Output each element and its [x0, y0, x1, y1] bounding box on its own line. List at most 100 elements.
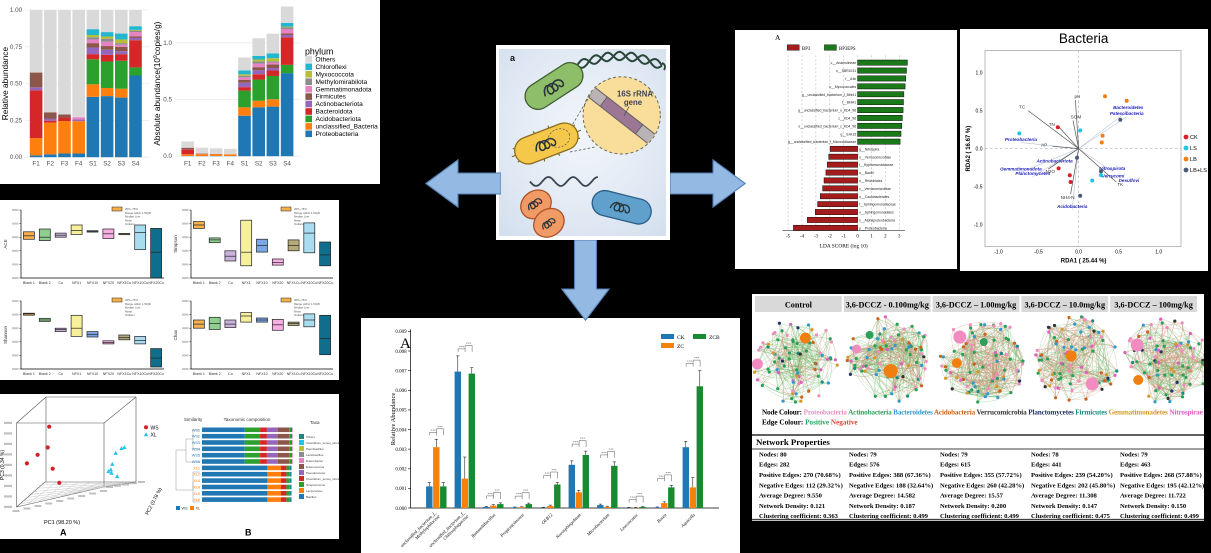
svg-text:Nodes: 78: Nodes: 78: [1031, 451, 1059, 458]
svg-text:phylum: phylum: [305, 47, 333, 57]
svg-text:Negative Edges: 202 (45.80%): Negative Edges: 202 (45.80%): [1031, 482, 1115, 489]
svg-text:Lactobacillus: Lactobacillus: [306, 453, 324, 457]
svg-text:Range within 1.5IQR: Range within 1.5IQR: [125, 302, 151, 306]
svg-text:3,6-DCCZ – 10.0mg/kg: 3,6-DCCZ – 10.0mg/kg: [1025, 301, 1106, 310]
svg-text:0.50: 0.50: [10, 81, 23, 88]
svg-text:Mean: Mean: [294, 218, 301, 222]
svg-text:NFX10Cu: NFX10Cu: [132, 372, 148, 376]
svg-text:Blank 2: Blank 2: [39, 281, 51, 285]
svg-text:Methylomirabilota: Methylomirabilota: [316, 79, 368, 86]
svg-text:S4: S4: [283, 161, 291, 168]
svg-text:Outliers: Outliers: [294, 313, 304, 317]
svg-text:Average Degree: 11.308: Average Degree: 11.308: [1031, 493, 1098, 500]
svg-text:Control: Control: [785, 301, 813, 310]
svg-text:Blank 2: Blank 2: [209, 281, 221, 285]
svg-text:pH: pH: [1074, 94, 1080, 99]
svg-text:-4: -4: [800, 235, 805, 240]
svg-text:c__KD4_96: c__KD4_96: [838, 117, 856, 121]
svg-text:1.0: 1.0: [976, 70, 983, 76]
svg-text:Network Density: 0.121: Network Density: 0.121: [759, 503, 825, 510]
svg-text:Absolute abundance(109copies/g: Absolute abundance(109copies/g): [152, 21, 162, 145]
svg-text:Firmicutes: Firmicutes: [316, 94, 347, 101]
svg-text:Shannon: Shannon: [3, 326, 8, 345]
svg-text:Network Properties: Network Properties: [756, 437, 830, 447]
svg-text:Bacillus: Bacillus: [306, 495, 317, 499]
svg-text:XL: XL: [196, 507, 201, 511]
svg-text:A: A: [60, 528, 67, 538]
svg-text:Relative Abundance: Relative Abundance: [390, 393, 397, 446]
svg-text:Enterococcus: Enterococcus: [306, 465, 325, 469]
svg-text:F4: F4: [75, 161, 83, 168]
svg-text:ZCB: ZCB: [709, 335, 720, 341]
svg-text:0.0: 0.0: [1075, 250, 1082, 256]
svg-text:***: ***: [544, 472, 550, 476]
svg-text:Average Degree: 9.550: Average Degree: 9.550: [759, 493, 823, 500]
svg-text:Actinobacteriota: Actinobacteriota: [1035, 158, 1073, 163]
svg-text:LDA SCORE (log 10): LDA SCORE (log 10): [820, 243, 868, 250]
svg-text:-0.5: -0.5: [974, 184, 983, 190]
svg-text:Clostridium_sensu_stricto_7: Clostridium_sensu_stricto_7: [306, 441, 339, 445]
svg-text:F2: F2: [198, 161, 206, 168]
svg-text:***: ***: [487, 492, 493, 496]
svg-text:f__Sphingomonadaceae: f__Sphingomonadaceae: [859, 203, 896, 207]
svg-text:NFX1Cu: NFX1Cu: [287, 372, 301, 376]
svg-text:Clustering coefficient: 0.475: Clustering coefficient: 0.475: [1031, 513, 1111, 520]
svg-text:NFX20Cu: NFX20Cu: [317, 281, 333, 285]
svg-text:Bacteroidota: Bacteroidota: [316, 109, 353, 116]
svg-text:0.007: 0.007: [395, 369, 407, 374]
svg-text:LB+LS: LB+LS: [1190, 168, 1207, 174]
svg-text:Clustering coefficient: 0.363: Clustering coefficient: 0.363: [759, 513, 839, 520]
svg-text:Relative abundance: Relative abundance: [0, 47, 10, 121]
svg-text:XL3: XL3: [193, 479, 200, 483]
svg-text:Network Density: 0.150: Network Density: 0.150: [1120, 503, 1187, 510]
svg-text:CK: CK: [677, 335, 685, 341]
svg-text:Edge Colour: Positive Negative: Edge Colour: Positive Negative: [762, 419, 858, 427]
svg-text:3,6-DCCZ – 100mg/kg: 3,6-DCCZ – 100mg/kg: [1114, 301, 1193, 310]
svg-text:o__Verrucomicrobiae: o__Verrucomicrobiae: [859, 155, 891, 159]
svg-text:WS3: WS3: [192, 441, 200, 445]
svg-text:Mean: Mean: [294, 309, 301, 313]
svg-text:***: ***: [637, 492, 643, 496]
svg-text:RDA2 ( 16.67 %): RDA2 ( 16.67 %): [966, 126, 972, 172]
svg-text:0.5: 0.5: [1115, 250, 1122, 256]
svg-text:Bacteria: Bacteria: [1059, 31, 1109, 46]
svg-text:Clustering coefficient: 0.499: Clustering coefficient: 0.499: [940, 513, 1020, 520]
svg-text:NFX10Cu: NFX10Cu: [301, 372, 317, 376]
svg-text:Verrucomi: Verrucomi: [1102, 174, 1125, 179]
svg-text:-5: -5: [786, 235, 791, 240]
svg-text:Pseudomonas: Pseudomonas: [306, 471, 326, 475]
svg-text:f__Blrii41: f__Blrii41: [842, 101, 856, 105]
svg-text:NFX20: NFX20: [103, 281, 114, 285]
svg-text:o__SBR1031: o__SBR1031: [836, 69, 856, 73]
svg-text:AP: AP: [1041, 142, 1047, 147]
svg-text:S2: S2: [255, 161, 263, 168]
svg-text:PC3 (0.34 %): PC3 (0.34 %): [0, 450, 6, 480]
svg-text:g__unclassified_bacterium_f_Mi: g__unclassified_bacterium_f_Microscillac…: [788, 140, 856, 144]
svg-text:Edges: 576: Edges: 576: [849, 462, 880, 469]
svg-text:25%~75%: 25%~75%: [294, 207, 307, 211]
svg-text:NFX10Cu: NFX10Cu: [132, 281, 148, 285]
svg-text:Enterobacter: Enterobacter: [306, 459, 323, 463]
svg-text:Acidobacteriota: Acidobacteriota: [316, 116, 362, 123]
svg-text:a: a: [510, 53, 516, 63]
svg-text:Taxa: Taxa: [310, 420, 320, 425]
svg-text:N2O: N2O: [1045, 169, 1055, 174]
svg-text:25%~75%: 25%~75%: [125, 207, 138, 211]
svg-text:SOM: SOM: [1071, 115, 1082, 120]
svg-text:3: 3: [898, 235, 901, 240]
svg-text:g__unclassified_bacterium_o_KD: g__unclassified_bacterium_o_KD4_96: [798, 109, 856, 113]
svg-text:1.0: 1.0: [1155, 250, 1162, 256]
svg-text:NFX20: NFX20: [272, 372, 283, 376]
svg-text:WS: WS: [151, 426, 160, 432]
svg-text:NFX20Cu: NFX20Cu: [148, 281, 164, 285]
svg-text:***: ***: [694, 356, 700, 360]
svg-text:o__Rhizobiales: o__Rhizobiales: [859, 179, 882, 183]
svg-text:Negative Edges: 195 (42.12%): Negative Edges: 195 (42.12%): [1120, 482, 1204, 489]
svg-text:Positive Edges: 239 (54.20%): Positive Edges: 239 (54.20%): [1031, 472, 1113, 479]
svg-text:XL5: XL5: [193, 492, 200, 496]
svg-text:NH4-N: NH4-N: [1061, 195, 1075, 200]
svg-text:Bacteroidetes: Bacteroidetes: [1113, 105, 1144, 110]
svg-text:Paenibacillus: Paenibacillus: [306, 447, 324, 451]
svg-text:0.00: 0.00: [10, 154, 23, 161]
svg-text:Blank 1: Blank 1: [193, 281, 205, 285]
